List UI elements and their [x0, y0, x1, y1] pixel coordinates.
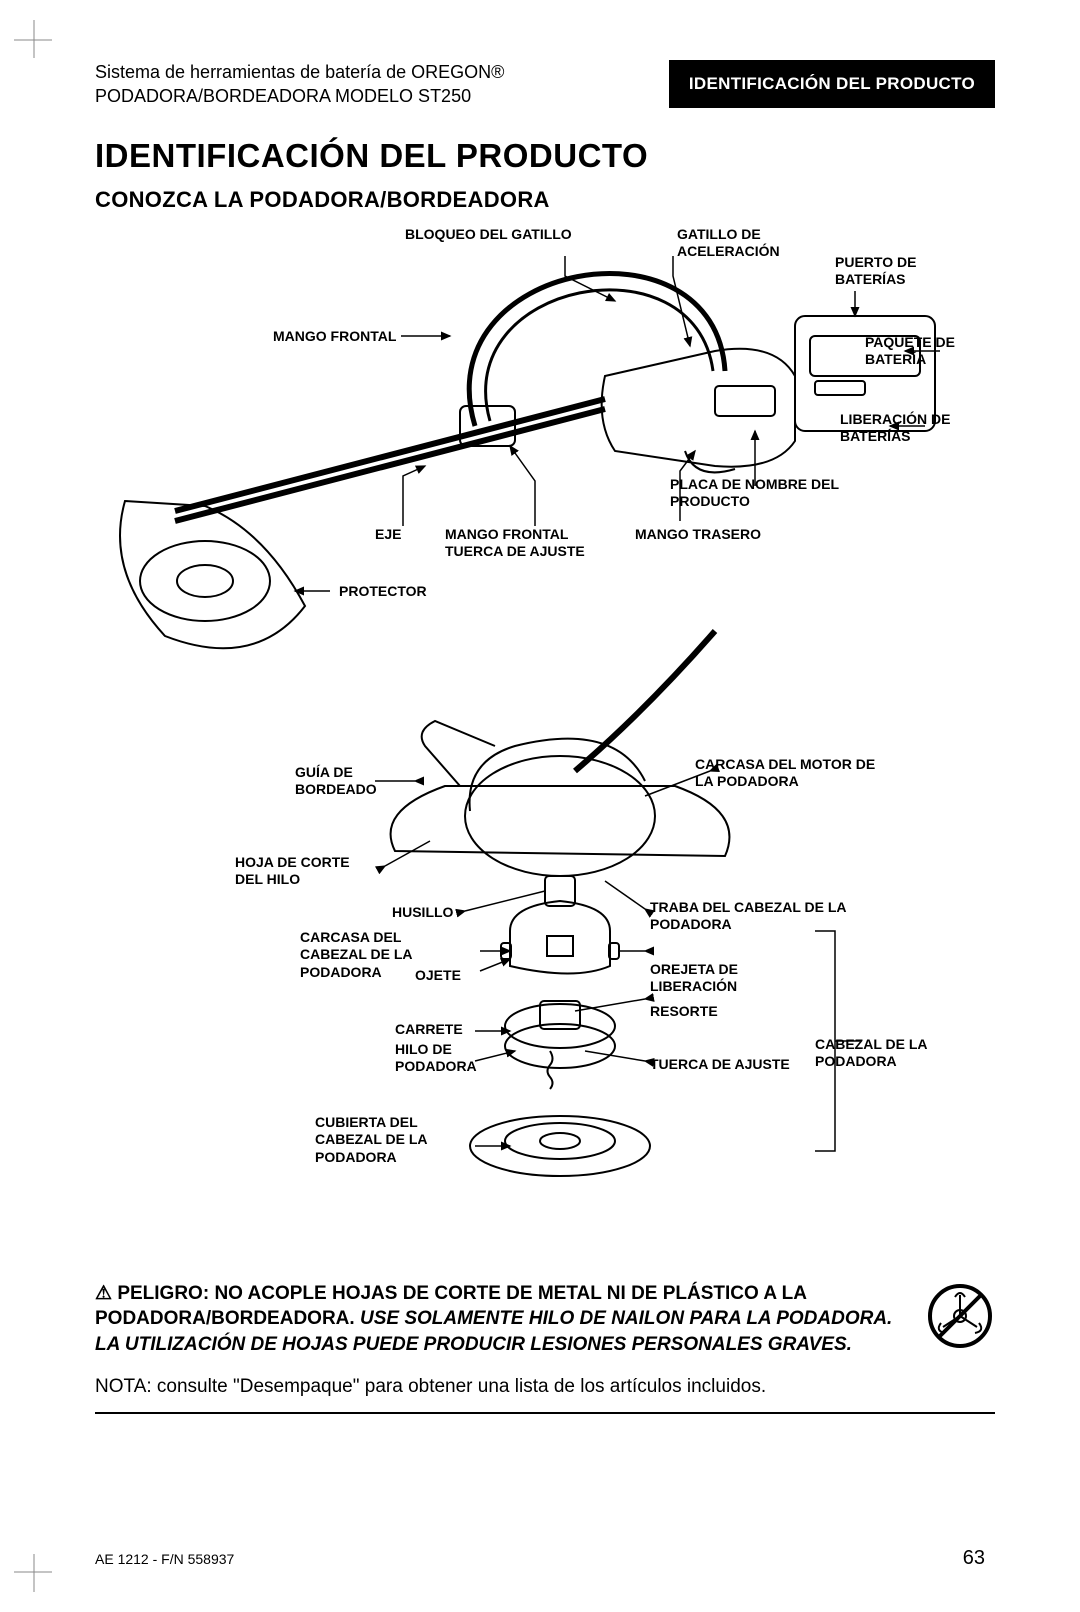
page-subtitle: CONOZCA LA PODADORA/BORDEADORA	[95, 187, 995, 213]
no-blade-icon	[925, 1281, 995, 1351]
warning-icon-inline: ⚠	[95, 1283, 112, 1304]
label-orejeta-liberacion: OREJETA DE LIBERACIÓN	[650, 961, 770, 996]
label-cabezal-podadora: CABEZAL DE LA PODADORA	[815, 1036, 945, 1071]
note-text: NOTA: consulte "Desempaque" para obtener…	[95, 1376, 995, 1414]
label-bloqueo-gatillo: BLOQUEO DEL GATILLO	[405, 226, 572, 244]
page-footer: AE 1212 - F/N 558937 63	[95, 1547, 985, 1570]
label-guia-bordeado: GUÍA DE BORDEADO	[295, 764, 395, 799]
label-resorte: RESORTE	[650, 1003, 718, 1021]
label-paquete-bateria: PAQUETE DE BATERÍA	[865, 334, 975, 369]
label-carrete: CARRETE	[395, 1021, 463, 1039]
product-diagram: BLOQUEO DEL GATILLO GATILLO DE ACELERACI…	[95, 221, 995, 1271]
label-hilo-podadora: HILO DE PODADORA	[395, 1041, 495, 1076]
label-mango-frontal-tuerca: MANGO FRONTAL TUERCA DE AJUSTE	[445, 526, 605, 561]
label-mango-trasero: MANGO TRASERO	[635, 526, 761, 544]
label-liberacion-baterias: LIBERACIÓN DE BATERÍAS	[840, 411, 970, 446]
label-hoja-corte-hilo: HOJA DE CORTE DEL HILO	[235, 854, 355, 889]
label-placa-nombre: PLACA DE NOMBRE DEL PRODUCTO	[670, 476, 850, 511]
brand-line-1: Sistema de herramientas de batería de OR…	[95, 60, 504, 84]
label-ojete: OJETE	[415, 967, 461, 985]
label-puerto-baterias: PUERTO DE BATERÍAS	[835, 254, 945, 289]
header-brand: Sistema de herramientas de batería de OR…	[95, 60, 504, 109]
label-gatillo-aceleracion: GATILLO DE ACELERACIÓN	[677, 226, 817, 261]
label-eje: EJE	[375, 526, 401, 544]
footer-doc-id: AE 1212 - F/N 558937	[95, 1551, 234, 1567]
label-protector: PROTECTOR	[339, 583, 427, 601]
label-mango-frontal: MANGO FRONTAL	[273, 328, 396, 346]
label-carcasa-motor: CARCASA DEL MOTOR DE LA PODADORA	[695, 756, 895, 791]
label-husillo: HUSILLO	[392, 904, 453, 922]
page-header: Sistema de herramientas de batería de OR…	[95, 60, 995, 109]
label-traba-cabezal: TRABA DEL CABEZAL DE LA PODADORA	[650, 899, 850, 934]
danger-warning: ⚠ PELIGRO: NO ACOPLE HOJAS DE CORTE DE M…	[95, 1277, 995, 1358]
label-tuerca-ajuste: TUERCA DE AJUSTE	[650, 1056, 790, 1074]
page-title: IDENTIFICACIÓN DEL PRODUCTO	[95, 137, 995, 175]
brand-line-2: PODADORA/BORDEADORA MODELO ST250	[95, 84, 504, 108]
section-tab: IDENTIFICACIÓN DEL PRODUCTO	[669, 60, 995, 108]
footer-page-number: 63	[963, 1547, 985, 1570]
label-cubierta-cabezal: CUBIERTA DEL CABEZAL DE LA PODADORA	[315, 1114, 455, 1167]
diagram-svg	[95, 221, 995, 1271]
